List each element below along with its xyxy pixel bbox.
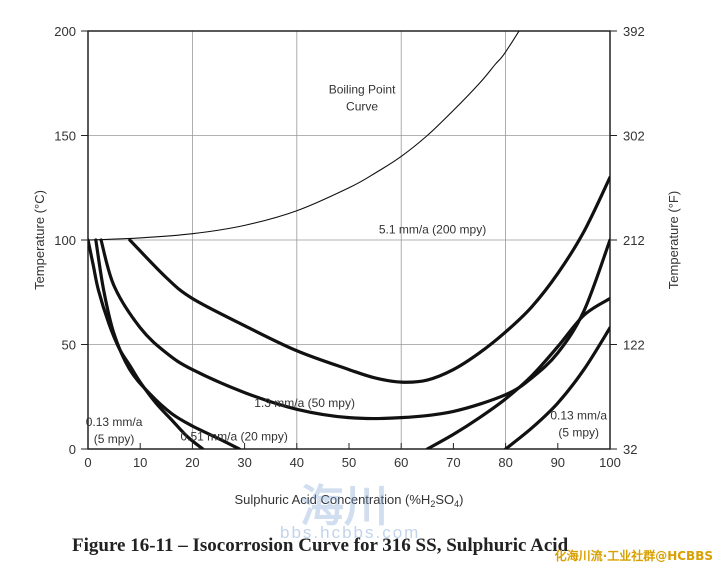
- annotation-label: 5.1 mm/a (200 mpy): [379, 223, 486, 237]
- corner-tag: 化海川流·工业社群@HCBBS: [554, 549, 713, 563]
- x-axis-title: Sulphuric Acid Concentration (%H2SO4): [235, 492, 464, 509]
- watermark-characters: 海川: [300, 481, 388, 532]
- x-tick-label: 10: [133, 455, 147, 470]
- x-axis-title-main: Sulphuric Acid Concentration (%H: [235, 492, 431, 507]
- y-tick-label: 100: [54, 233, 76, 248]
- x-tick-label: 50: [342, 455, 356, 470]
- x-tick-label: 100: [599, 455, 621, 470]
- y2-axis-title: Temperature (°F): [666, 191, 681, 289]
- x-tick-label: 90: [551, 455, 565, 470]
- y-tick-label: 200: [54, 24, 76, 39]
- curves: [88, 31, 610, 449]
- x-tick-label: 0: [84, 455, 91, 470]
- annotation-label: 0.51 mm/a (20 mpy): [180, 430, 287, 444]
- annotation-label: Boiling Point: [329, 83, 396, 97]
- x-tick-label: 40: [290, 455, 304, 470]
- x-tick-label: 70: [446, 455, 460, 470]
- series-line-6: [504, 326, 610, 449]
- annotation-label: Curve: [346, 100, 378, 114]
- x-tick-label: 60: [394, 455, 408, 470]
- x-tick-label: 30: [237, 455, 251, 470]
- x-tick-label: 80: [498, 455, 512, 470]
- annotation-label: (5 mpy): [558, 426, 599, 440]
- isocorrosion-chart: 0 10 20 30 40 50 60 70 80 90 100 0 50 100 150 200 32 122 2…: [32, 24, 681, 509]
- annotation-label: 0.13 mm/a: [550, 409, 607, 423]
- watermark-url: bbs.hcbbs.com: [280, 523, 421, 542]
- x-axis-title-sub: 2: [430, 499, 435, 509]
- y2-tick-label: 392: [623, 24, 645, 39]
- y-tick-label: 150: [54, 129, 76, 144]
- series-line-2: [99, 238, 610, 421]
- x-axis-title-mid: SO: [435, 492, 454, 507]
- x-axis-title-end: ): [459, 492, 463, 507]
- grid-lines: [88, 31, 610, 449]
- annotation-label: (5 mpy): [94, 432, 135, 446]
- annotations: Boiling Point Curve 5.1 mm/a (200 mpy) 1.3 …: [86, 83, 608, 446]
- series-line-1: [128, 175, 610, 384]
- series-line-5: [425, 296, 610, 449]
- x-axis-title-sub2: 4: [454, 499, 459, 509]
- axis-ticks: 0 10 20 30 40 50 60 70 80 90 100 0 50 100 150 200 32 122 2…: [54, 24, 644, 470]
- y2-tick-label: 302: [623, 129, 645, 144]
- annotation-label: 0.13 mm/a: [86, 415, 143, 429]
- y2-tick-label: 122: [623, 338, 645, 353]
- series-line-4: [88, 238, 205, 449]
- y-tick-label: 0: [69, 442, 76, 457]
- annotation-label: 1.3 mm/a (50 mpy): [254, 396, 355, 410]
- x-tick-label: 20: [185, 455, 199, 470]
- y-tick-label: 50: [62, 338, 76, 353]
- y-axis-title: Temperature (°C): [32, 190, 47, 290]
- y2-tick-label: 212: [623, 233, 645, 248]
- y2-tick-label: 32: [623, 442, 637, 457]
- series-line-0: [88, 31, 520, 241]
- figure-caption: Figure 16-11 – Isocorrosion Curve for 31…: [72, 535, 569, 556]
